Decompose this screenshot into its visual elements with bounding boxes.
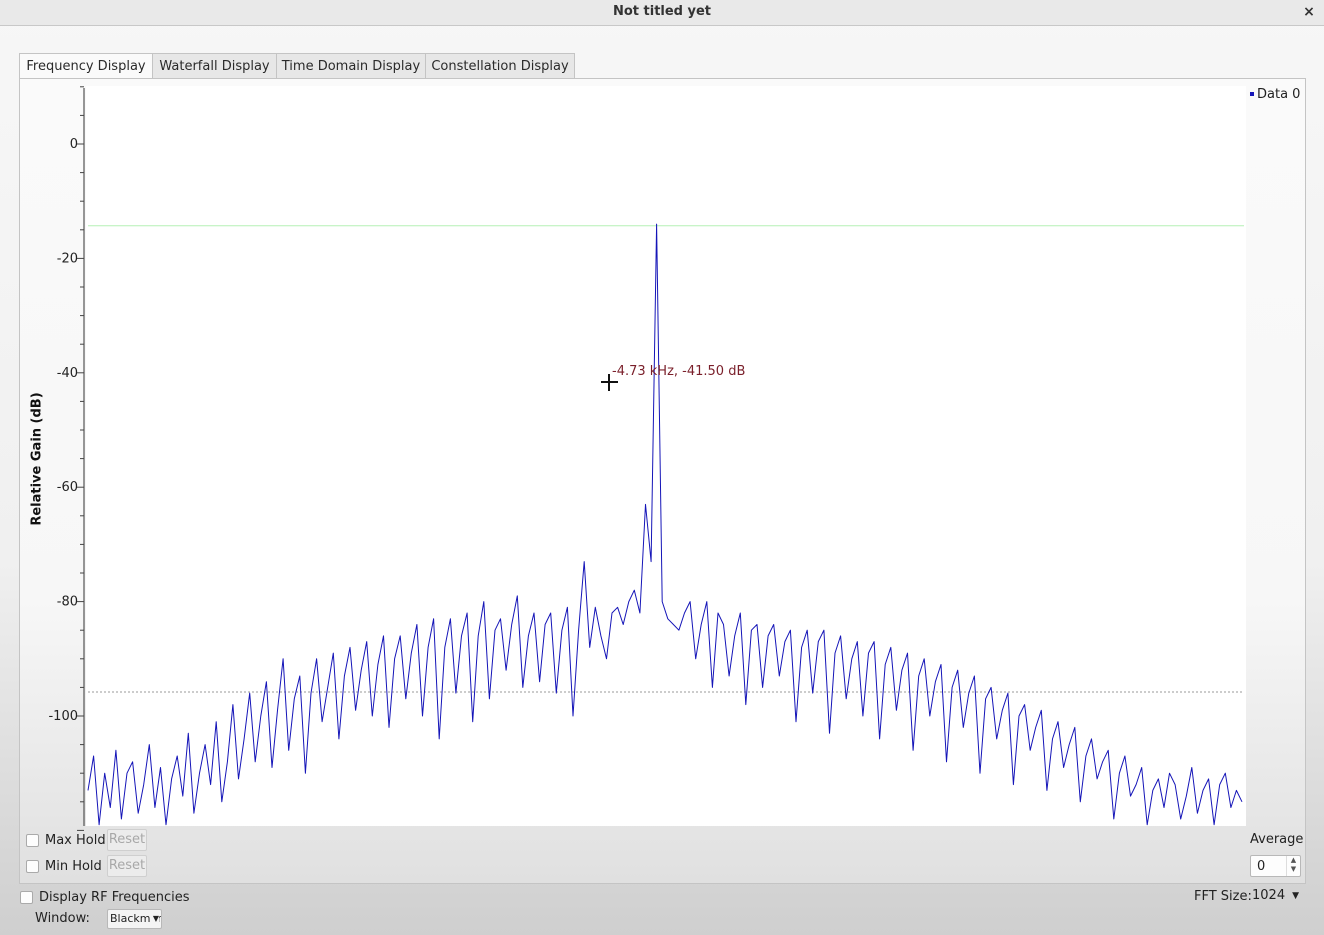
legend[interactable]: Data 0 [1247,87,1302,105]
reference-lines [88,225,1244,693]
legend-swatch [1250,91,1254,96]
y-tick-label: 0 [70,137,78,152]
display-rf-label[interactable]: Display RF Frequencies [39,889,190,905]
fft-size-dropdown[interactable]: 1024 ▼ [1248,886,1305,908]
tab-waterfall-display[interactable]: Waterfall Display [152,53,277,79]
window-value: Blackman [110,912,162,925]
max-hold-reset-button[interactable]: Reset [107,829,147,851]
window-title: Not titled yet [612,4,712,19]
cursor-readout: -4.73 kHz, -41.50 dB [612,364,746,379]
title-bar: Not titled yet × [0,0,1324,26]
fft-size-label: FFT Size: [1194,889,1252,904]
spin-arrows-icon[interactable]: ▲ ▼ [1286,856,1300,876]
legend-label-data-0: Data 0 [1257,87,1301,102]
chevron-down-icon: ▼ [1292,891,1299,901]
tab-frequency-display[interactable]: Frequency Display [19,53,153,80]
plot-canvas [86,86,1246,826]
average-value[interactable]: 0 [1257,859,1266,874]
min-hold-row: Min Hold Reset [26,855,147,877]
average-label: Average [1250,832,1304,847]
min-hold-label[interactable]: Min Hold [45,858,102,874]
y-tick-label: -60 [57,480,78,495]
max-hold-row: Max Hold Reset [26,829,147,851]
y-axis: 0 -20 -40 -60 -80 -100 [48,86,85,831]
max-hold-checkbox[interactable] [26,833,39,847]
series-line-data-0 [87,223,1243,826]
chevron-down-icon: ▼ [150,910,159,928]
average-spinbox[interactable]: 0 ▲ ▼ [1250,855,1301,877]
crosshair-cursor-icon [601,374,618,391]
window-dropdown[interactable]: Blackman ▼ [107,909,162,929]
max-hold-label[interactable]: Max Hold [45,832,106,848]
display-rf-row: Display RF Frequencies [20,886,190,908]
series-group [87,223,1243,826]
tab-constellation-display[interactable]: Constellation Display [425,53,575,79]
window-label: Window: [35,911,90,926]
display-rf-checkbox[interactable] [20,890,33,904]
close-icon[interactable]: × [1303,4,1315,20]
tab-time-domain-display[interactable]: Time Domain Display [276,53,426,79]
min-hold-checkbox[interactable] [26,859,39,873]
y-tick-label: -100 [48,709,78,724]
y-tick-label: -80 [57,595,78,610]
fft-size-value: 1024 [1252,888,1286,903]
y-tick-label: -20 [57,251,78,266]
min-hold-reset-button[interactable]: Reset [107,855,147,877]
y-tick-label: -40 [57,366,78,381]
